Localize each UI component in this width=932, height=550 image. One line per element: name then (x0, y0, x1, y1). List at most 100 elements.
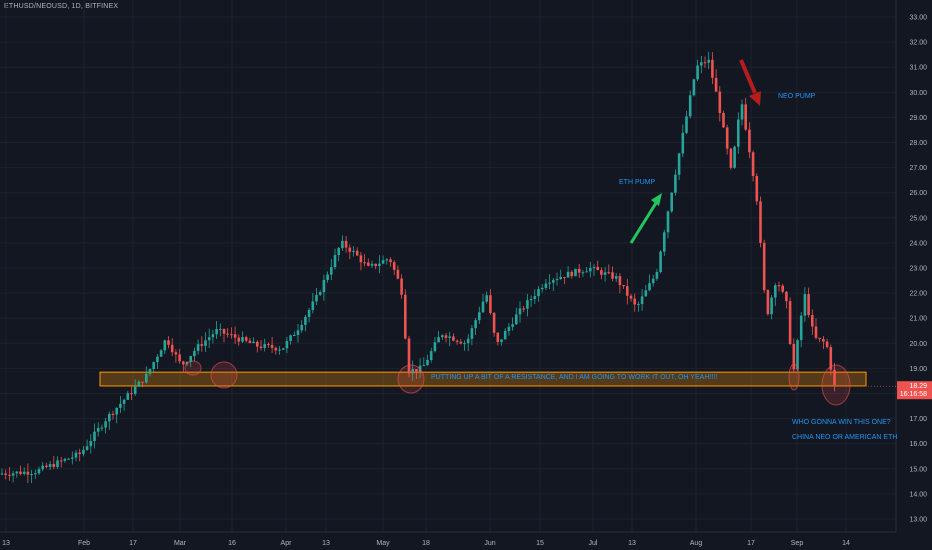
candle-body (207, 337, 211, 341)
grid-lines (0, 0, 896, 532)
candle-body (71, 457, 74, 459)
candle-body (822, 338, 825, 342)
candle-body (93, 431, 96, 441)
price-axis-bg (896, 0, 932, 550)
candle-body (341, 240, 344, 249)
candle-body (163, 340, 167, 351)
countdown-label: 16:16:58 (900, 391, 927, 398)
candle-body (814, 326, 818, 338)
candle-body (396, 269, 400, 279)
y-tick-label: 31.00 (909, 65, 927, 72)
candle-body (640, 296, 644, 305)
candle-body (233, 334, 237, 338)
candle-body (803, 294, 807, 316)
candle-body (11, 473, 15, 476)
candle-body (441, 335, 444, 338)
candle-body (278, 349, 281, 351)
candle-body (592, 266, 596, 268)
candle-body (655, 272, 659, 279)
candle-body (470, 328, 474, 339)
annotation-question-1: WHO GONNA WIN THIS ONE? (792, 419, 891, 426)
candle-body (478, 312, 481, 321)
candle-body (707, 59, 710, 63)
x-tick-label: 14 (842, 540, 850, 547)
candle-body (389, 259, 392, 263)
candle-body (63, 458, 67, 461)
candle-body (359, 255, 363, 263)
candle-body (607, 272, 611, 274)
candle-body (496, 332, 500, 342)
candle-body (422, 365, 426, 367)
candle-body (96, 427, 100, 432)
candle-body (45, 465, 48, 467)
y-tick-label: 29.00 (909, 115, 927, 122)
candle-body (367, 262, 370, 266)
candle-body (644, 290, 648, 297)
candle-body (677, 153, 681, 175)
candle-body (463, 343, 466, 345)
candle-body (300, 324, 303, 331)
candle-body (219, 329, 222, 331)
candle-body (526, 300, 529, 309)
candle-body (0, 473, 4, 475)
candle-body (311, 301, 315, 310)
candle-body (48, 464, 52, 467)
candle-body (315, 294, 318, 302)
candle-body (685, 116, 688, 133)
candle-body (825, 341, 829, 348)
candle-body (259, 346, 263, 348)
candle-body (237, 337, 241, 342)
candle-body (437, 337, 440, 343)
candle-body (796, 340, 799, 370)
candle-body (444, 335, 448, 338)
annotation-question-2: CHINA NEO OR AMERICAN ETH (792, 434, 897, 441)
candle-body (370, 263, 374, 266)
candle-body (611, 272, 614, 279)
candle-body (818, 337, 821, 339)
x-tick-label: 18 (422, 540, 430, 547)
candle-body (603, 272, 607, 275)
candle-body (196, 344, 200, 351)
candle-body (552, 280, 555, 283)
x-tick-label: Aug (690, 540, 703, 547)
annotation-neo-pump: NEO PUMP (778, 93, 816, 100)
candle-body (215, 329, 218, 335)
candle-body (614, 276, 618, 279)
candle-body (629, 295, 633, 299)
candle-body (515, 314, 518, 325)
candle-body (204, 340, 207, 346)
y-tick-label: 21.00 (909, 316, 927, 323)
candle-body (22, 471, 26, 474)
candle-body (263, 344, 266, 348)
candle-body (281, 348, 285, 350)
y-tick-label: 19.00 (909, 366, 927, 373)
candle-body (274, 347, 278, 351)
candle-body (337, 248, 340, 255)
candle-body (448, 336, 451, 338)
candle-body (226, 333, 229, 335)
x-tick-label: Apr (281, 540, 293, 547)
candle-body (781, 285, 784, 292)
candle-body (792, 343, 796, 370)
candle-body (89, 440, 93, 447)
candle-body (15, 471, 19, 474)
candle-body (37, 469, 41, 474)
candle-body (688, 95, 692, 117)
candle-body (19, 471, 22, 474)
candle-body (244, 337, 248, 341)
candle-body (596, 266, 599, 271)
candle-body (455, 340, 459, 342)
annotation-eth-pump: ETH PUMP (619, 179, 656, 186)
candle-body (330, 267, 333, 275)
candle-body (26, 471, 30, 475)
x-tick-label: 15 (536, 540, 544, 547)
candle-body (130, 393, 133, 395)
candle-body (744, 104, 747, 130)
candle-body (355, 250, 359, 256)
support-touch-ellipse (184, 360, 202, 376)
candle-body (82, 449, 85, 455)
candle-body (762, 242, 766, 291)
candle-body (407, 338, 411, 374)
